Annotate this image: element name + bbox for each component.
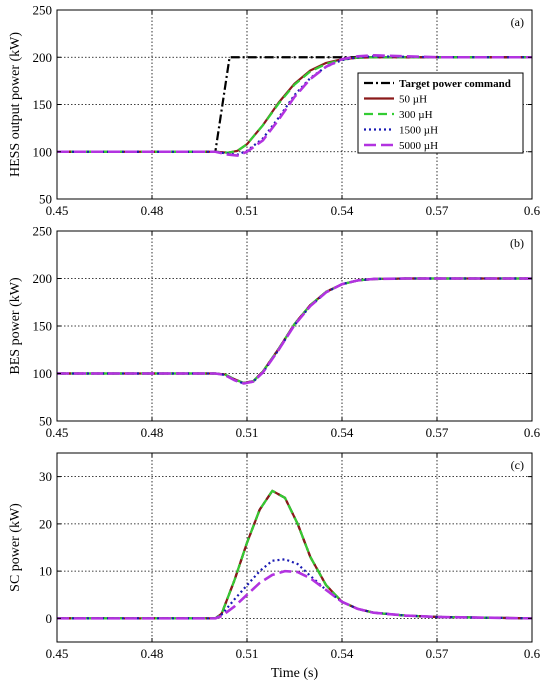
legend-label-2: 50 µH [399,94,427,106]
y-tick-label: 10 [39,564,52,579]
y-tick-label: 150 [33,97,53,112]
panel-tag: (b) [510,236,524,250]
x-tick-label: 0.57 [426,425,449,440]
x-tick-label: 0.48 [141,203,164,218]
series-line-3 [57,489,533,620]
y-tick-label: 0 [46,611,53,626]
panel-c: 0.45 0.48 0.51 0.54 0.57 0.6 0 10 20 30 SC power (… [8,452,541,681]
series-line-5 [57,569,533,620]
legend-label-4: 1500 µH [399,125,438,137]
x-tick-label: 0.45 [46,203,69,218]
x-tick-label: 0.48 [141,646,164,661]
y-tick-label: 30 [39,469,52,484]
legend: Target power command 50 µH 300 µH 1500 µH 50… [357,72,524,154]
legend-label-1: Target power command [399,78,511,90]
plot-area [57,453,532,642]
x-tick-label: 0.45 [46,425,69,440]
x-tick-label: 0.48 [141,425,164,440]
x-tick-label: 0.54 [331,203,354,218]
y-tick-label: 50 [39,414,52,429]
legend-label-5: 5000 µH [399,140,438,152]
x-tick-label: 0.54 [331,646,354,661]
x-tick-label: 0.45 [46,646,69,661]
legend-label-3: 300 µH [399,109,433,121]
x-tick-label: 0.6 [524,203,541,218]
series-line-5 [57,54,532,157]
panel-tag: (c) [511,458,524,472]
x-tick-label: 0.51 [236,646,259,661]
y-tick-label: 250 [33,3,53,18]
x-tick-label: 0.51 [236,203,259,218]
x-tick-label: 0.6 [524,425,541,440]
series-line-3 [57,56,532,154]
x-tick-label: 0.51 [236,425,259,440]
y-tick-label: 50 [39,192,52,207]
y-tick-label: 250 [33,224,53,239]
y-tick-label: 20 [39,516,52,531]
axes-frame [56,452,533,643]
y-tick-label: 100 [33,144,53,159]
y-tick-label: 200 [33,50,53,65]
y-axis-label: BES power (kW) [8,277,23,375]
y-tick-label: 150 [33,319,53,334]
y-tick-label: 200 [33,271,53,286]
x-tick-label: 0.6 [524,646,541,661]
x-tick-label: 0.54 [331,425,354,440]
x-axis-label: Time (s) [271,666,319,681]
y-axis-label: SC power (kW) [8,503,23,592]
panel-b: 0.45 0.48 0.51 0.54 0.57 0.6 50 100 150 200 250 BES… [8,224,541,441]
panel-a: 0.45 0.48 0.51 0.54 0.57 0.6 50 100 150 200 250 HES… [8,3,541,219]
series-line-4 [57,558,533,620]
series-line-5 [57,277,532,385]
x-tick-label: 0.57 [426,203,449,218]
y-axis-label: HESS output power (kW) [8,32,23,177]
x-tick-label: 0.57 [426,646,449,661]
panel-tag: (a) [511,15,524,29]
y-tick-label: 100 [33,366,53,381]
